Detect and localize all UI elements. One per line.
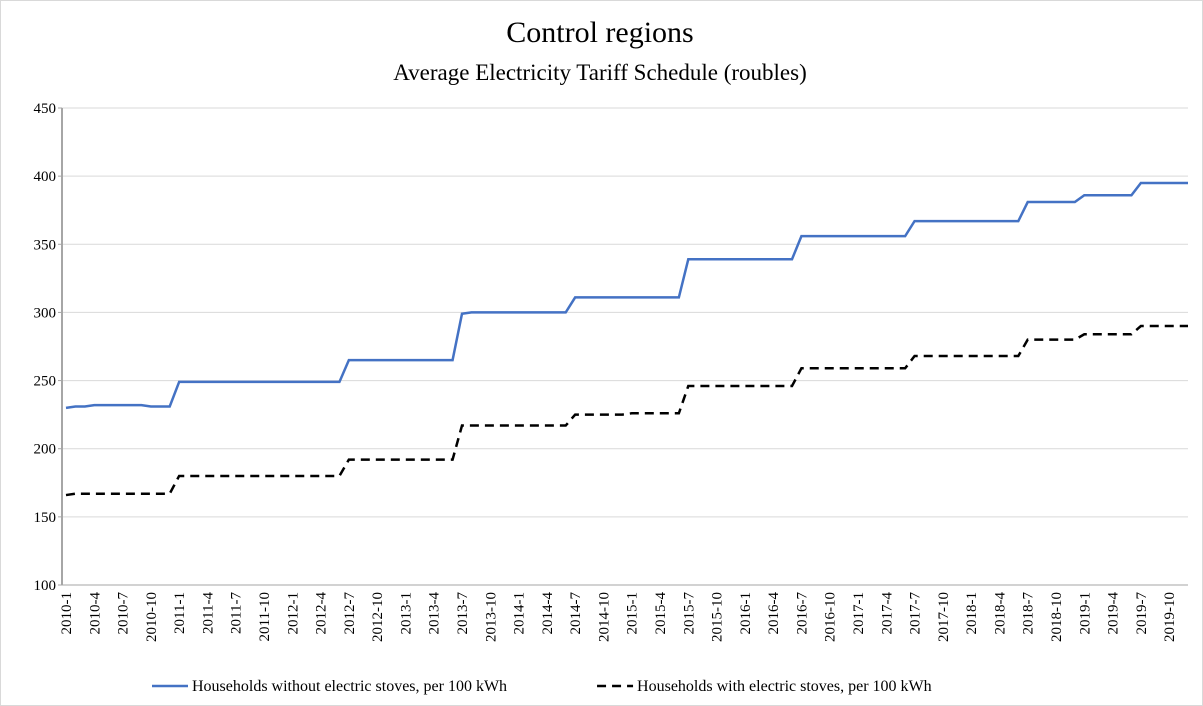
x-tick-label: 2018-1: [964, 592, 980, 635]
x-tick-label: 2016-7: [794, 592, 810, 635]
x-tick-label: 2018-4: [992, 592, 1008, 635]
x-tick-label: 2019-7: [1134, 592, 1150, 635]
x-tick-label: 2010-7: [116, 592, 132, 635]
y-tick-label: 350: [34, 237, 57, 253]
x-tick-label: 2016-10: [823, 592, 839, 642]
x-tick-label: 2017-10: [936, 592, 952, 642]
x-tick-label: 2014-10: [596, 592, 612, 642]
x-tick-label: 2018-7: [1021, 592, 1037, 635]
x-tick-label: 2012-1: [285, 592, 301, 635]
x-tick-label: 2015-10: [710, 592, 726, 642]
y-tick-label: 150: [34, 510, 57, 526]
x-tick-label: 2011-7: [229, 592, 245, 634]
x-tick-label: 2015-1: [625, 592, 641, 635]
y-tick-label: 400: [34, 169, 57, 185]
x-tick-label: 2016-4: [766, 592, 782, 635]
legend-label: Households with electric stoves, per 100…: [637, 678, 932, 695]
series-line: [65, 324, 1188, 497]
x-tick-label: 2018-10: [1049, 592, 1065, 642]
x-tick-label: 2017-4: [879, 592, 895, 635]
x-tick-label: 2011-1: [172, 592, 188, 634]
y-tick-label: 100: [34, 578, 57, 594]
x-tick-label: 2011-10: [257, 592, 273, 641]
x-tick-label: 2014-1: [512, 592, 528, 635]
x-tick-label: 2015-7: [681, 592, 697, 635]
x-tick-label: 2012-7: [342, 592, 358, 635]
x-tick-label: 2012-10: [370, 592, 386, 642]
x-tick-label: 2019-10: [1162, 592, 1178, 642]
x-tick-label: 2016-1: [738, 592, 754, 635]
x-tick-label: 2019-1: [1077, 592, 1093, 635]
chart-title: Control regions: [506, 16, 694, 49]
x-tick-label: 2012-4: [314, 592, 330, 635]
x-tick-label: 2017-7: [908, 592, 924, 635]
legend-item: Households without electric stoves, per …: [152, 678, 507, 695]
x-tick-label: 2013-7: [455, 592, 471, 635]
x-tick-label: 2013-4: [427, 592, 443, 635]
series-line: [65, 181, 1188, 410]
legend-item: Households with electric stoves, per 100…: [597, 678, 932, 695]
x-tick-label: 2013-1: [398, 592, 414, 635]
legend-label: Households without electric stoves, per …: [192, 678, 507, 695]
y-tick-label: 450: [34, 101, 57, 117]
x-tick-label: 2010-1: [59, 592, 75, 635]
x-tick-label: 2019-4: [1106, 592, 1122, 635]
x-tick-label: 2017-1: [851, 592, 867, 635]
x-tick-label: 2014-7: [568, 592, 584, 635]
x-tick-label: 2010-4: [87, 592, 103, 635]
x-tick-label: 2014-4: [540, 592, 556, 635]
x-tick-label: 2010-10: [144, 592, 160, 642]
x-tick-label: 2015-4: [653, 592, 669, 635]
y-tick-label: 250: [34, 374, 57, 390]
chart-subtitle: Average Electricity Tariff Schedule (rou…: [393, 60, 807, 85]
y-tick-label: 300: [34, 305, 57, 321]
x-tick-label: 2013-10: [483, 592, 499, 642]
x-tick-label: 2011-4: [200, 592, 216, 634]
y-tick-label: 200: [34, 442, 57, 458]
